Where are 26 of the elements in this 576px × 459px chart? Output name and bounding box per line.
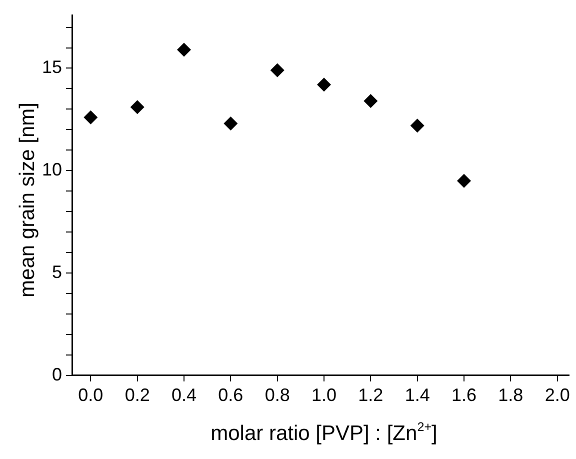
x-tick-label: 0.2 bbox=[124, 385, 150, 406]
x-tick-label: 1.4 bbox=[404, 385, 430, 406]
y-tick-label: 5 bbox=[52, 262, 62, 282]
point bbox=[84, 110, 98, 124]
x-axis-title: molar ratio [PVP] : [Zn$^{2+}$] bbox=[210, 420, 438, 446]
x-tick-label: 1.6 bbox=[451, 385, 477, 406]
y-tick-label: 0 bbox=[52, 364, 62, 384]
point bbox=[224, 116, 238, 131]
x-tick-label: 0.6 bbox=[218, 385, 244, 406]
x-tick-label: 0.8 bbox=[264, 385, 290, 406]
point bbox=[317, 78, 331, 92]
y-axis-title: mean grain size [nm] bbox=[16, 102, 40, 298]
point bbox=[410, 118, 424, 133]
point bbox=[364, 94, 378, 108]
x-tick-label: 1.0 bbox=[311, 385, 337, 406]
point bbox=[457, 174, 471, 188]
y-tick-label: 10 bbox=[42, 160, 62, 180]
x-tick-label: 1.2 bbox=[358, 385, 384, 406]
x-tick-label: 0.0 bbox=[78, 385, 104, 406]
point bbox=[130, 100, 144, 114]
point bbox=[177, 42, 191, 57]
y-tick-label: 15 bbox=[42, 57, 62, 78]
x-tick-label: 0.4 bbox=[171, 385, 197, 406]
point bbox=[270, 63, 284, 78]
x-tick-label: 2.0 bbox=[544, 385, 570, 406]
x-tick-label: 1.8 bbox=[498, 385, 524, 406]
